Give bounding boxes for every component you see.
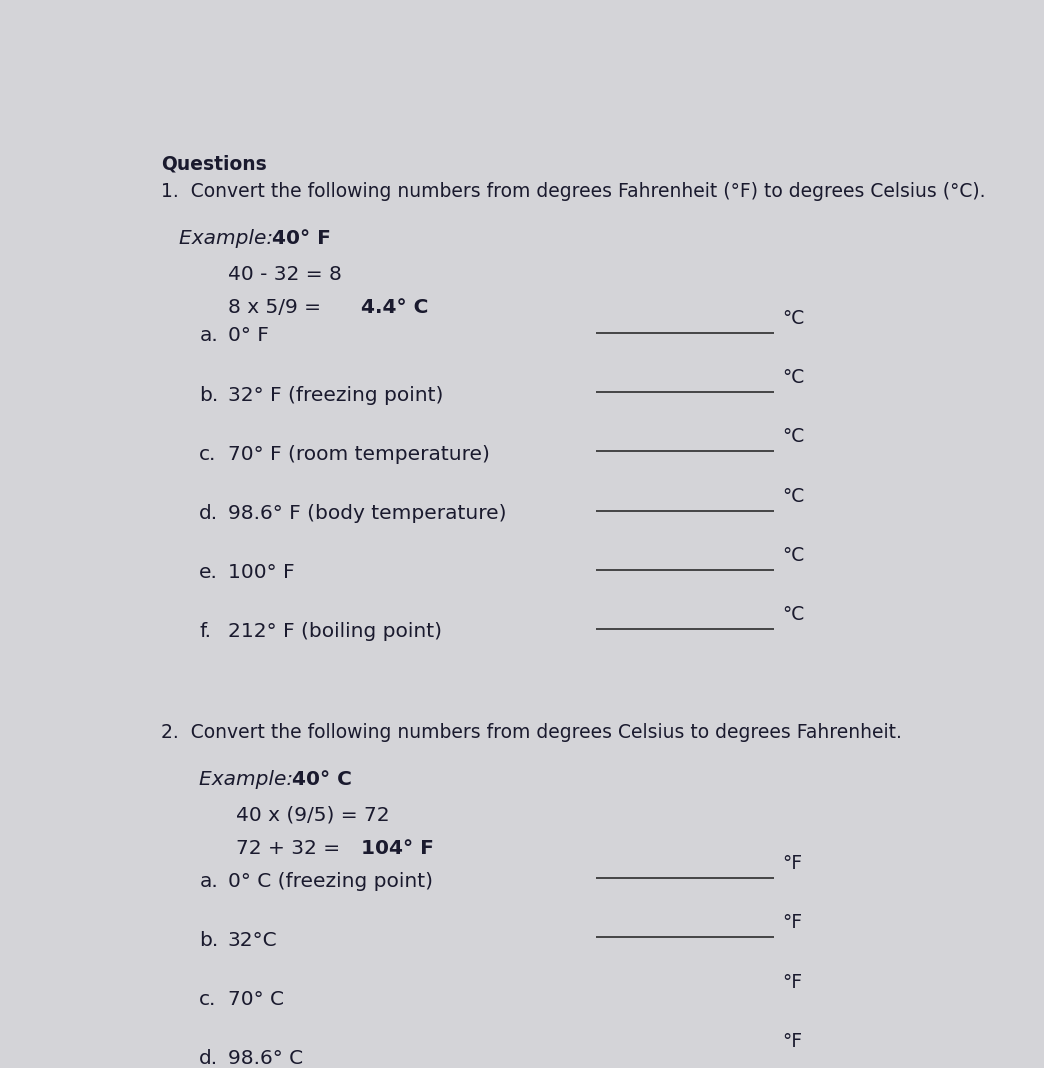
Text: 70° C: 70° C	[228, 990, 284, 1009]
Text: b.: b.	[199, 931, 218, 949]
Text: 32°C: 32°C	[228, 931, 278, 949]
Text: 40 - 32 = 8: 40 - 32 = 8	[228, 265, 341, 284]
Text: Example:: Example:	[180, 230, 280, 249]
Text: 8 x 5/9 =: 8 x 5/9 =	[228, 298, 327, 316]
Text: °F: °F	[782, 854, 802, 874]
Text: f.: f.	[199, 623, 211, 642]
Text: 104° F: 104° F	[361, 838, 434, 858]
Text: °C: °C	[782, 487, 804, 505]
Text: c.: c.	[199, 444, 217, 464]
Text: °C: °C	[782, 606, 804, 624]
Text: 212° F (boiling point): 212° F (boiling point)	[228, 623, 442, 642]
Text: 2.  Convert the following numbers from degrees Celsius to degrees Fahrenheit.: 2. Convert the following numbers from de…	[161, 723, 902, 742]
Text: 0° C (freezing point): 0° C (freezing point)	[228, 871, 432, 891]
Text: °C: °C	[782, 309, 804, 328]
Text: °C: °C	[782, 368, 804, 388]
Text: a.: a.	[199, 871, 218, 891]
Text: c.: c.	[199, 990, 217, 1009]
Text: a.: a.	[199, 327, 218, 345]
Text: 40° C: 40° C	[292, 770, 352, 789]
Text: 70° F (room temperature): 70° F (room temperature)	[228, 444, 490, 464]
Text: d.: d.	[199, 1049, 218, 1068]
Text: 4.4° C: 4.4° C	[361, 298, 428, 316]
Text: 98.6° C: 98.6° C	[228, 1049, 303, 1068]
Text: e.: e.	[199, 563, 218, 582]
Text: °F: °F	[782, 913, 802, 932]
Text: Example:: Example:	[199, 770, 300, 789]
Text: 40 x (9/5) = 72: 40 x (9/5) = 72	[236, 805, 389, 824]
Text: 0° F: 0° F	[228, 327, 268, 345]
Text: 32° F (freezing point): 32° F (freezing point)	[228, 386, 443, 405]
Text: 40° F: 40° F	[272, 230, 331, 249]
Text: °F: °F	[782, 1032, 802, 1051]
Text: 98.6° F (body temperature): 98.6° F (body temperature)	[228, 504, 506, 523]
Text: b.: b.	[199, 386, 218, 405]
Text: d.: d.	[199, 504, 218, 523]
Text: 72 + 32 =: 72 + 32 =	[236, 838, 347, 858]
Text: °C: °C	[782, 546, 804, 565]
Text: 100° F: 100° F	[228, 563, 294, 582]
Text: 1.  Convert the following numbers from degrees Fahrenheit (°F) to degrees Celsiu: 1. Convert the following numbers from de…	[161, 182, 986, 201]
Text: °C: °C	[782, 427, 804, 446]
Text: Questions: Questions	[161, 155, 267, 173]
Text: °F: °F	[782, 973, 802, 992]
